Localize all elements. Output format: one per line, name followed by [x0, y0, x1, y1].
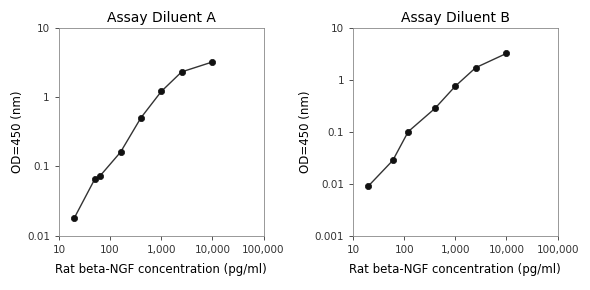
- Title: Assay Diluent B: Assay Diluent B: [401, 11, 510, 25]
- Title: Assay Diluent A: Assay Diluent A: [107, 11, 216, 25]
- Y-axis label: OD=450 (nm): OD=450 (nm): [299, 90, 312, 173]
- Y-axis label: OD=450 (nm): OD=450 (nm): [11, 90, 24, 173]
- X-axis label: Rat beta-NGF concentration (pg/ml): Rat beta-NGF concentration (pg/ml): [55, 263, 267, 276]
- X-axis label: Rat beta-NGF concentration (pg/ml): Rat beta-NGF concentration (pg/ml): [349, 263, 561, 276]
